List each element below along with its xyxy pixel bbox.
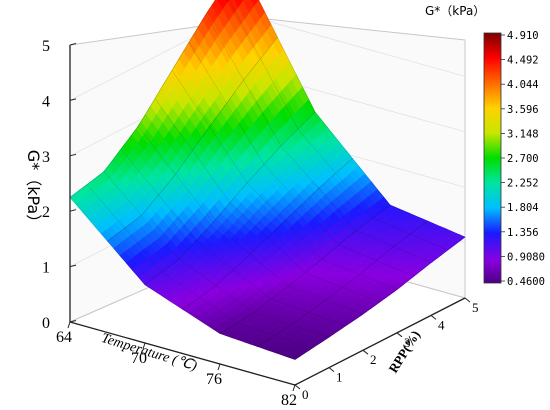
- y-tick-mark: [430, 315, 437, 320]
- colorbar-gradient: [483, 32, 502, 284]
- z-tick-mark: [69, 264, 77, 268]
- z-axis-ticks: 0 1 2 3 4 5: [42, 38, 77, 332]
- mesh-line: [137, 126, 364, 315]
- mesh-line: [258, 0, 466, 238]
- y-tick-mark: [362, 349, 369, 355]
- grid-line: [239, 13, 466, 77]
- colorbar-ticks: 4.910 4.492 4.044 3.596 3.148 2.700 2.252 1.804…: [501, 30, 545, 288]
- x-axis-ticks: 64 70 76 82: [56, 321, 297, 409]
- mesh-line: [294, 236, 466, 360]
- axes: [69, 45, 466, 386]
- surface-mesh: [69, 0, 466, 360]
- x-tick-label: 64: [56, 329, 72, 346]
- colorbar-tick-label: 0.4600: [507, 276, 545, 288]
- mesh-line: [120, 148, 347, 326]
- mesh-line: [228, 0, 449, 251]
- surface-facet: [225, 0, 230, 4]
- z-tick-mark: [69, 98, 77, 101]
- mesh-line: [154, 98, 381, 303]
- colorbar-tick-label: 1.804: [507, 202, 539, 214]
- z-tick-label: 3: [42, 149, 50, 166]
- colorbar-tick-label: 3.148: [507, 128, 539, 140]
- x-tick-mark: [217, 363, 221, 371]
- y-tick-mark: [328, 367, 335, 372]
- x-tick-label: 70: [131, 350, 147, 367]
- y-tick-mark: [464, 297, 471, 303]
- x-tick-mark: [142, 342, 146, 350]
- y-tick-mark: [294, 384, 301, 390]
- y-tick-label: 3: [404, 335, 411, 350]
- colorbar-tick-label: 4.044: [507, 79, 539, 91]
- y-tick-label: 2: [370, 352, 377, 367]
- x-tick-label: 76: [206, 371, 222, 388]
- z-axis-title: G*（kPa）: [24, 150, 43, 230]
- mesh-line: [69, 197, 296, 360]
- mesh-line: [107, 37, 278, 242]
- colorbar: G*（kPa） 4.910 4.492 4.044 3.596 3.148 2.700 2.…: [425, 4, 545, 288]
- y-tick-label: 4: [438, 317, 445, 332]
- colorbar-tick-label: 3.596: [507, 104, 539, 116]
- y-tick-label: 0: [302, 387, 309, 402]
- y-tick-label: 5: [472, 300, 479, 315]
- x-tick-mark: [67, 321, 71, 329]
- colorbar-tick-label: 0.9080: [507, 251, 545, 263]
- surface-facet: [288, 353, 301, 360]
- mesh-line: [219, 204, 391, 334]
- mesh-line: [103, 171, 330, 338]
- mesh-line: [182, 158, 353, 310]
- colorbar-tick-label: 2.252: [507, 178, 539, 190]
- mesh-line: [86, 184, 313, 349]
- mesh-line: [205, 14, 432, 263]
- z-tick-mark: [69, 43, 77, 46]
- colorbar-tick-label: 1.356: [507, 227, 539, 239]
- mesh-line: [188, 42, 415, 277]
- z-tick-label: 1: [42, 260, 50, 277]
- colorbar-title: G*（kPa）: [425, 4, 485, 18]
- mesh-line: [171, 70, 398, 290]
- z-tick-mark: [69, 153, 77, 157]
- x-tick-label: 82: [281, 392, 297, 409]
- z-tick-label: 2: [42, 204, 50, 221]
- z-tick-label: 5: [42, 38, 50, 55]
- mesh-line: [144, 111, 316, 285]
- z-tick-label: 4: [42, 93, 50, 110]
- mesh-line: [69, 0, 216, 198]
- x-axis-line: [69, 321, 296, 386]
- colorbar-tick-label: 2.700: [507, 153, 539, 165]
- y-axis-line: [294, 297, 466, 386]
- y-tick-mark: [396, 332, 403, 338]
- y-tick-label: 1: [336, 370, 343, 385]
- z-tick-mark: [69, 209, 77, 212]
- mesh-line: [257, 220, 428, 347]
- z-tick-mark: [69, 320, 77, 323]
- z-tick-label: 0: [42, 315, 50, 332]
- x-tick-mark: [292, 384, 296, 392]
- colorbar-tick-label: 4.910: [507, 30, 539, 42]
- y-axis-ticks: 0 1 2 3 4 5: [294, 297, 479, 402]
- colorbar-tick-label: 4.492: [507, 55, 539, 67]
